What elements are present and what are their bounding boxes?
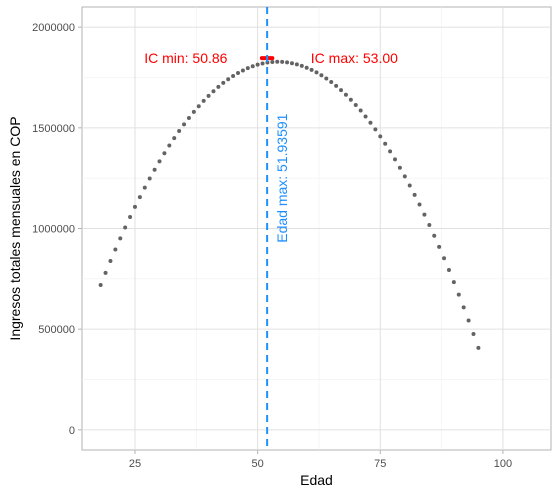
data-point [132,204,137,209]
data-point [417,202,422,207]
x-tick-label: 75 [374,458,386,470]
data-point [216,84,221,89]
data-point [186,115,191,120]
data-point [236,71,241,76]
data-point [142,185,147,190]
data-point [446,268,451,273]
data-point [98,283,103,288]
data-point [206,93,211,98]
data-point [319,73,324,78]
data-point [294,62,299,67]
data-point [255,62,260,67]
data-point [324,76,329,81]
grid-major [82,7,551,450]
data-point [471,332,476,337]
x-tick-label: 25 [129,458,141,470]
data-point [388,149,393,154]
x-axis-title: Edad [300,472,333,488]
y-axis-title: Ingresos totales mensuales en COP [7,116,23,340]
data-point [260,61,265,66]
data-point [128,215,133,220]
data-point [334,83,339,88]
data-point [304,65,309,70]
y-tick-label: 1500000 [32,123,75,135]
data-point [167,143,172,148]
data-point [466,318,471,323]
data-point [363,114,368,119]
data-point [172,136,177,141]
data-point [250,64,255,69]
data-point [339,88,344,93]
data-point [299,63,304,68]
data-point [456,292,461,297]
data-point [103,270,108,275]
data-point [245,66,250,71]
data-point [476,345,481,350]
data-point [378,134,383,139]
y-tick-label: 0 [69,425,75,437]
data-point [397,165,402,170]
data-point [211,89,216,94]
data-point [280,59,285,64]
max-age-label: Edad max: 51.93591 [274,113,290,242]
data-point [348,97,353,102]
data-point [137,195,142,200]
data-point [191,109,196,114]
data-point [368,120,373,125]
ic-max-label: IC max: 53.00 [311,50,398,66]
data-point [147,176,152,181]
data-point [270,59,275,64]
data-points [98,59,481,350]
data-point [289,61,294,66]
data-point [162,151,167,156]
data-point [383,141,388,146]
data-point [240,68,245,73]
data-point [285,60,290,65]
data-point [275,59,280,64]
y-axis: 0 500000 1000000 1500000 2000000 [32,22,82,437]
data-point [182,122,187,127]
data-point [231,74,236,79]
y-tick-label: 500000 [38,324,75,336]
y-tick-label: 1000000 [32,224,75,236]
data-point [196,104,201,109]
data-point [407,183,412,188]
data-point [358,108,363,113]
ic-min-label: IC min: 50.86 [144,50,227,66]
data-point [353,102,358,107]
data-point [177,129,182,134]
data-point [113,247,118,252]
data-point [314,70,319,75]
y-tick-label: 2000000 [32,22,75,34]
data-point [329,80,334,85]
x-tick-label: 50 [252,458,264,470]
data-point [118,236,123,241]
data-point [152,167,157,172]
data-point [123,225,128,230]
data-point [157,159,162,164]
data-point [392,157,397,162]
data-point [412,192,417,197]
data-point [422,212,427,217]
data-point [451,280,456,285]
data-point [373,127,378,132]
data-point [442,256,447,261]
data-point [427,223,432,228]
x-tick-label: 100 [494,458,512,470]
data-point [226,77,231,82]
data-point [309,67,314,72]
data-point [402,174,407,179]
data-point [221,80,226,85]
data-point [461,305,466,310]
x-axis: 25 50 75 100 [129,450,512,470]
data-point [108,258,113,263]
data-point [432,233,437,238]
data-point [201,98,206,103]
data-point [343,92,348,97]
data-point [437,244,442,249]
